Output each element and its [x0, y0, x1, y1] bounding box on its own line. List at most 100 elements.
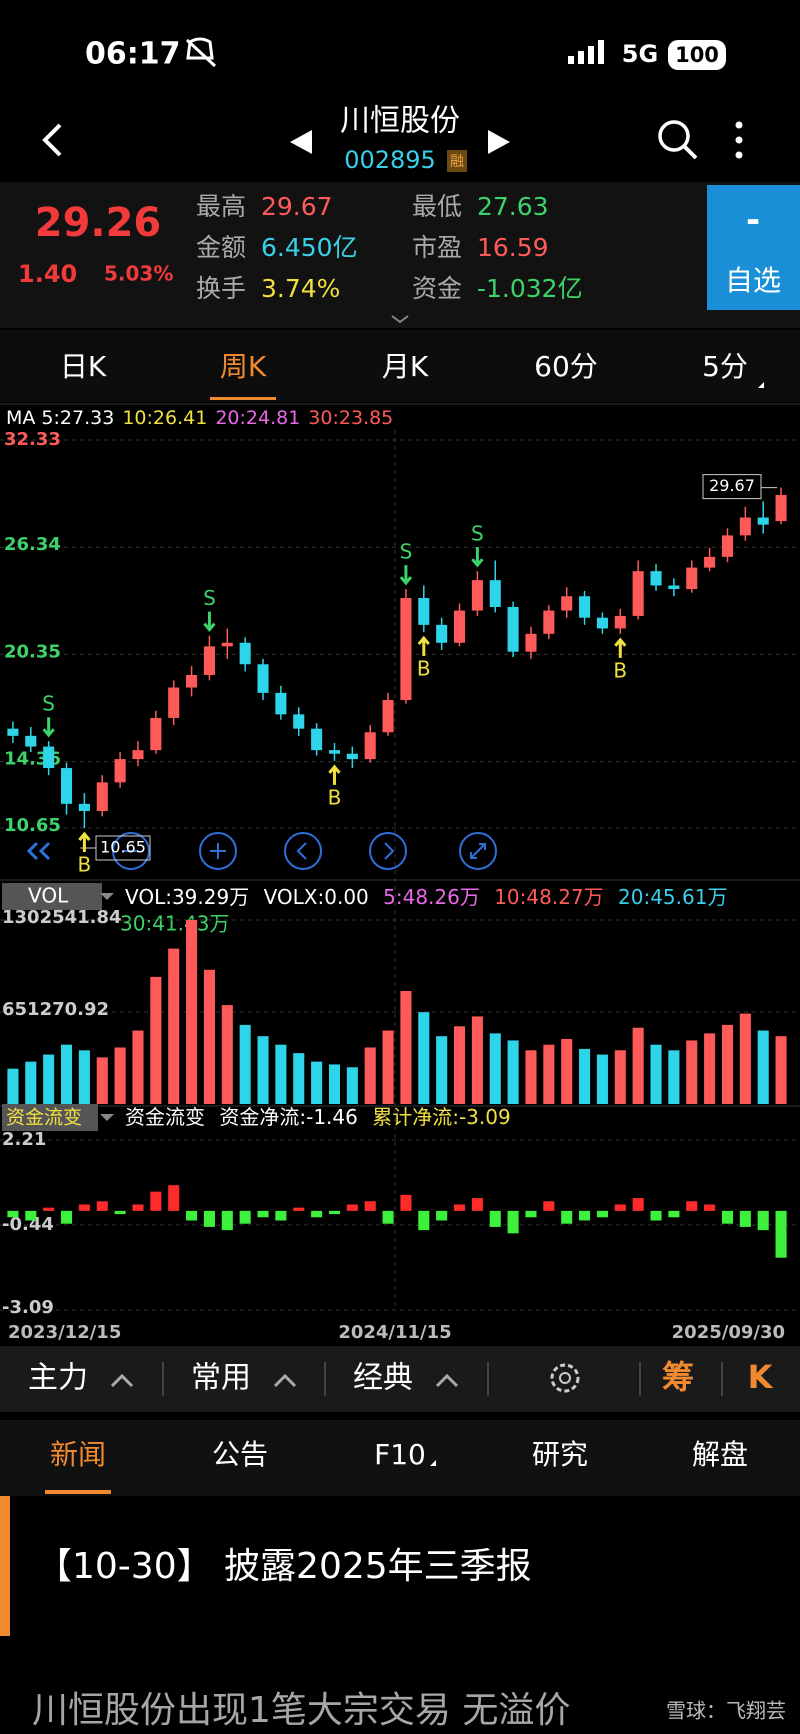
period-tab[interactable]: 日K [60, 350, 107, 383]
signal-arrow [328, 764, 341, 785]
volume-bar [382, 1030, 394, 1104]
candle-body [203, 646, 215, 675]
vol-value: VOL:39.29万 [125, 885, 249, 909]
next-stock[interactable] [488, 130, 510, 154]
volume-bar [721, 1024, 734, 1104]
flow-bar [132, 1204, 144, 1211]
news-item[interactable]: 【10-30】 披露2025年三季报 [36, 1546, 532, 1587]
flow-bar [704, 1204, 716, 1211]
flow-bar [275, 1210, 287, 1221]
date-label: 2024/11/15 [338, 1322, 451, 1343]
y-tick-label: 1302541.84 [2, 907, 122, 928]
min-label: 10.65 [100, 838, 146, 857]
candle-body [346, 753, 358, 760]
candle-body [686, 567, 698, 590]
period-tab[interactable]: 5分 [702, 350, 748, 383]
candle-body [668, 585, 680, 590]
tool-button[interactable]: 经典 [353, 1361, 413, 1396]
volume-bar [293, 1053, 305, 1104]
flow-bar [25, 1210, 37, 1221]
volume-bar [543, 1044, 555, 1104]
flow-bar [436, 1210, 448, 1221]
watch-button[interactable] [707, 185, 800, 310]
volume-bar [203, 969, 215, 1104]
zoom-in[interactable] [199, 832, 237, 870]
news-item[interactable]: 川恒股份出现1笔大宗交易 无溢价 [32, 1690, 570, 1731]
move-left[interactable] [284, 832, 322, 870]
stat-value: 16.59 [477, 233, 549, 262]
period-tab[interactable]: 60分 [534, 350, 598, 383]
period-tab[interactable]: 月K [382, 350, 429, 383]
candle-body [364, 732, 376, 760]
margin-badge: 融 [450, 154, 464, 170]
volume-bar [221, 1005, 233, 1104]
vol-tag-box [2, 883, 102, 910]
stat-label: 最高 [196, 192, 246, 221]
candle-body [704, 556, 716, 568]
flow-bar [543, 1201, 555, 1211]
battery [668, 40, 726, 70]
info-tab[interactable]: 新闻 [50, 1438, 106, 1471]
flow-bar [239, 1210, 251, 1224]
volume-bar [346, 1067, 358, 1104]
volume-bar [471, 1016, 483, 1104]
volume-bar [400, 990, 412, 1104]
volume-bar [78, 1050, 90, 1104]
volume-bar [168, 948, 180, 1104]
flow-bar [168, 1185, 180, 1211]
flow-bar [60, 1210, 73, 1224]
candle-body [132, 750, 144, 760]
signal-label: S [471, 522, 484, 546]
flow-bar [453, 1204, 466, 1211]
candle-body [418, 598, 430, 625]
volume-bar [704, 1033, 716, 1104]
info-tab[interactable]: F10 [374, 1438, 426, 1471]
flow-net: 资金净流:-1.46 [219, 1105, 358, 1129]
candle-body [525, 633, 537, 652]
info-tab[interactable]: 研究 [532, 1438, 588, 1471]
chip-button[interactable]: 筹 [662, 1358, 694, 1396]
candle-body [311, 728, 323, 751]
volume-bar [311, 1061, 323, 1104]
prev-stock[interactable] [290, 130, 312, 154]
candle-body [739, 517, 751, 536]
k-button[interactable]: K [748, 1358, 774, 1396]
tool-button[interactable]: 常用 [191, 1361, 251, 1396]
flow-bar [686, 1201, 698, 1211]
volume-bar [257, 1036, 269, 1104]
stock-code: 002895 [344, 146, 436, 174]
expand-toggle[interactable] [391, 315, 409, 324]
candle-body [150, 717, 162, 751]
search-button[interactable] [658, 120, 690, 152]
volume-bar [614, 1050, 626, 1104]
volume-bar [60, 1044, 73, 1104]
settings-button[interactable] [550, 1363, 580, 1393]
toolbar [0, 1346, 800, 1412]
fullscreen[interactable] [459, 832, 497, 870]
volume-bar [239, 1024, 251, 1104]
y-tick-label: 26.34 [4, 534, 61, 555]
y-tick-label: 651270.92 [2, 999, 109, 1020]
more-button[interactable] [735, 121, 743, 159]
volume-bar [25, 1061, 37, 1104]
back-button[interactable] [42, 123, 62, 157]
stat-value: -1.032亿 [477, 274, 583, 303]
watch-icon: - [746, 201, 760, 241]
mute-icon [185, 37, 217, 68]
move-right[interactable] [369, 832, 407, 870]
info-tab[interactable]: 解盘 [692, 1438, 748, 1471]
tool-button[interactable]: 主力 [28, 1361, 88, 1396]
scroll-left[interactable] [26, 841, 51, 861]
zoom-out[interactable] [112, 832, 150, 870]
flow-bar [739, 1210, 751, 1227]
candle-body [775, 494, 787, 522]
flow-cum: 累计净流:-3.09 [372, 1105, 511, 1129]
candle-body [453, 610, 466, 643]
info-tab[interactable]: 公告 [212, 1438, 268, 1471]
y-tick-label: 2.21 [2, 1129, 46, 1150]
candle-body [382, 700, 394, 733]
period-tab[interactable]: 周K [220, 350, 267, 383]
candle-body [25, 735, 37, 747]
watermark: 雪球：飞翔芸 [666, 1699, 786, 1723]
signal-label: B [78, 853, 92, 877]
